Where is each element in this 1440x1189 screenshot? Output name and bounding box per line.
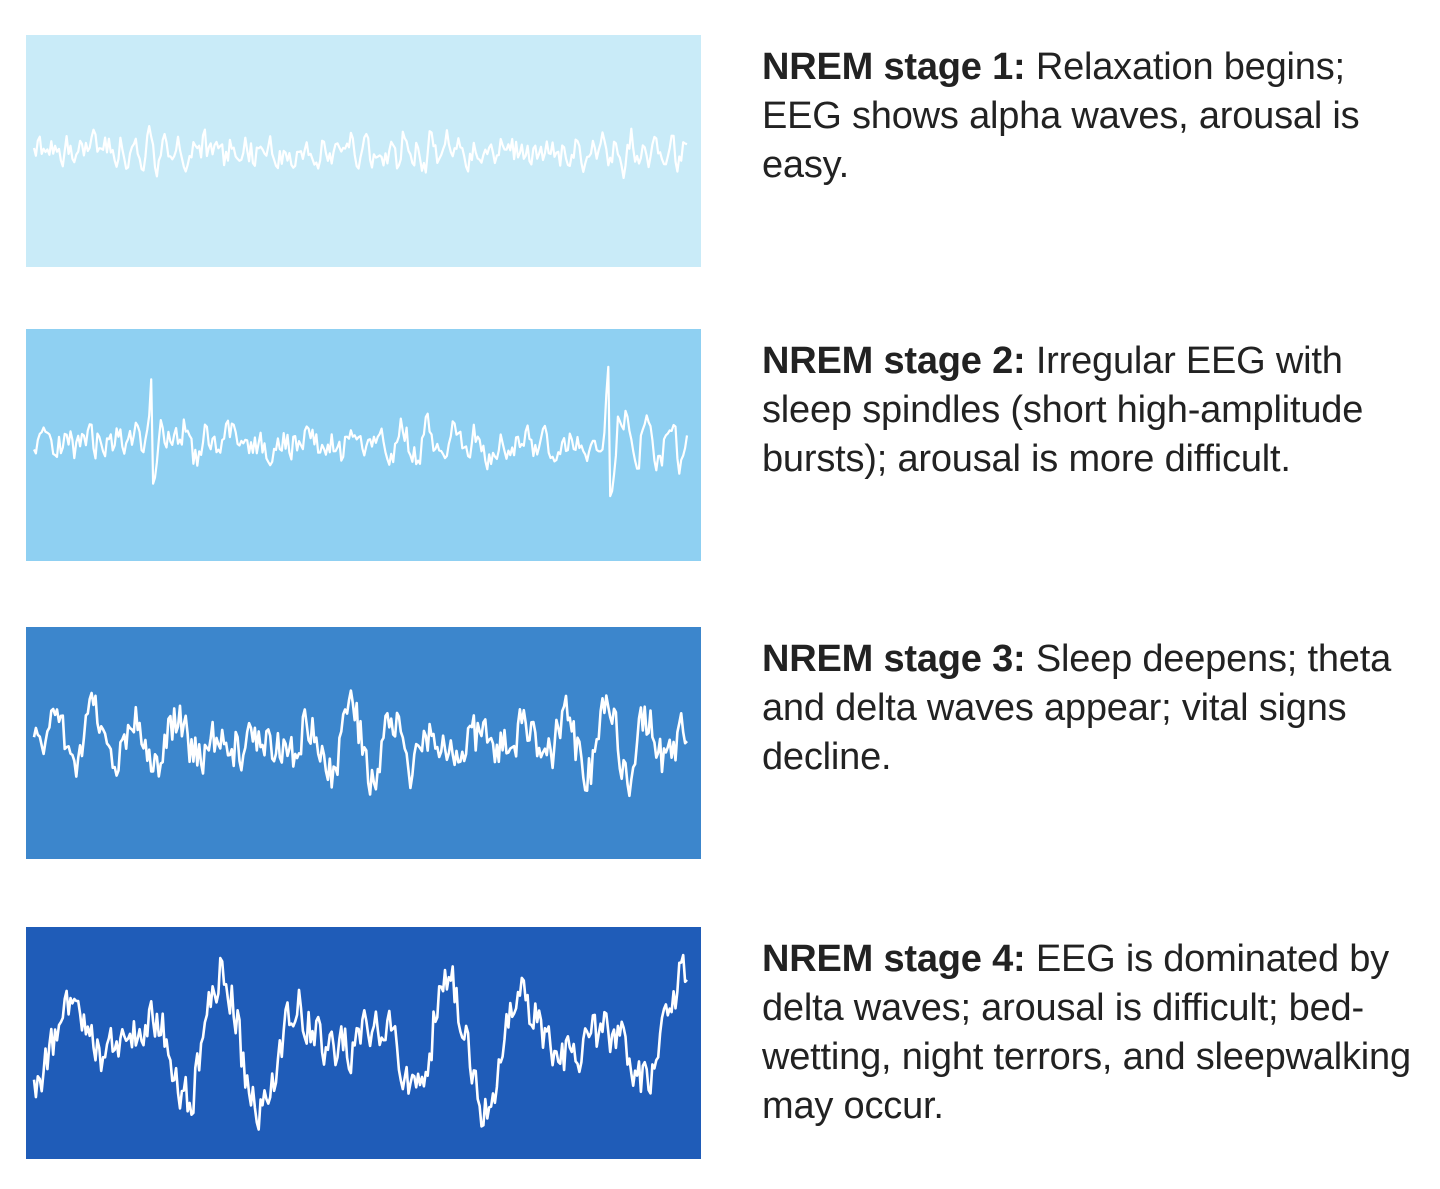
stage-2-eeg-panel [26, 329, 701, 561]
stage-3-label: NREM stage 3: [762, 638, 1026, 680]
stage-3-panel-background [26, 627, 701, 859]
stage-1-text: Relaxation begins; EEG shows alpha waves… [762, 46, 1360, 186]
stage-4-description: NREM stage 4: EEG is dominated by delta … [762, 935, 1422, 1131]
stage-4-row: NREM stage 4: EEG is dominated by delta … [0, 927, 1440, 1159]
stage-2-text: Irregular EEG with sleep spindles (short… [762, 340, 1364, 480]
stage-1-eeg-panel [26, 35, 701, 267]
stage-3-eeg-trace [26, 627, 701, 859]
stage-2-eeg-line [33, 365, 689, 498]
stage-1-eeg-trace [26, 35, 701, 267]
stage-4-label: NREM stage 4: [762, 938, 1026, 980]
stage-3-description: NREM stage 3: Sleep deepens; theta and d… [762, 635, 1422, 782]
stage-1-eeg-line [32, 124, 688, 179]
stage-4-panel-background [26, 927, 701, 1159]
stage-2-description: NREM stage 2: Irregular EEG with sleep s… [762, 337, 1422, 484]
stage-2-eeg-trace [26, 329, 701, 561]
stage-3-eeg-panel [26, 627, 701, 859]
stage-4-eeg-panel [26, 927, 701, 1159]
stage-2-label: NREM stage 2: [762, 340, 1026, 382]
stage-4-eeg-trace [26, 927, 701, 1159]
stage-3-row: NREM stage 3: Sleep deepens; theta and d… [0, 627, 1440, 859]
stage-1-row: NREM stage 1: Relaxation begins; EEG sho… [0, 35, 1440, 267]
stage-3-eeg-line [32, 689, 688, 798]
stage-2-panel-background [26, 329, 701, 561]
stage-1-description: NREM stage 1: Relaxation begins; EEG sho… [762, 43, 1422, 190]
stage-4-eeg-line [32, 953, 688, 1131]
stage-2-row: NREM stage 2: Irregular EEG with sleep s… [0, 329, 1440, 561]
stage-1-label: NREM stage 1: [762, 46, 1026, 88]
stage-1-panel-background [26, 35, 701, 267]
stage-3-text: Sleep deepens; theta and delta waves app… [762, 638, 1392, 778]
stage-4-text: EEG is dominated by delta waves; arousal… [762, 938, 1411, 1127]
